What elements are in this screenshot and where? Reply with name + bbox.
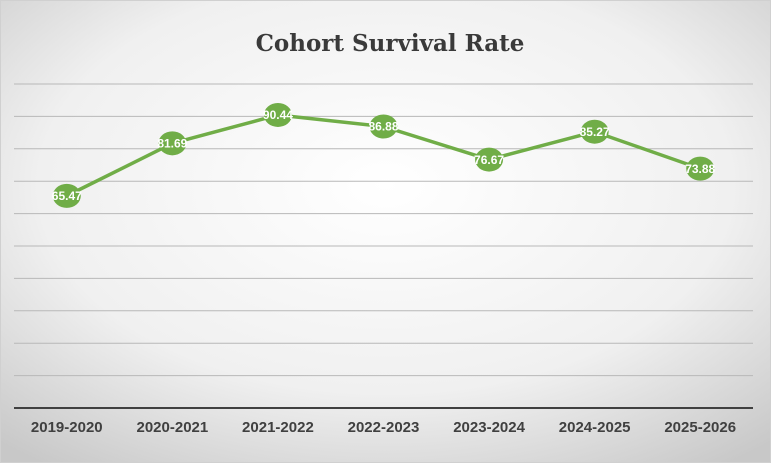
x-tick-label: 2022-2023 — [348, 419, 420, 436]
data-label: 90.44 — [263, 108, 293, 122]
marker — [158, 131, 187, 156]
marker — [686, 156, 715, 181]
x-tick-label: 2024-2025 — [559, 419, 631, 436]
data-label: 86.88 — [368, 120, 398, 134]
x-tick-label: 2020-2021 — [136, 419, 208, 436]
marker — [580, 119, 609, 144]
chart-title: Cohort Survival Rate — [256, 30, 525, 57]
marker — [52, 183, 81, 208]
marker — [475, 147, 504, 172]
marker — [263, 102, 292, 127]
x-tick-label: 2023-2024 — [453, 419, 525, 436]
data-label: 76.67 — [474, 153, 504, 167]
x-tick-label: 2019-2020 — [31, 419, 103, 436]
data-label: 65.47 — [52, 189, 82, 203]
data-label: 81.69 — [157, 136, 187, 150]
marker — [369, 114, 398, 139]
data-label: 73.88 — [685, 162, 715, 176]
data-label: 85.27 — [580, 125, 610, 139]
x-tick-label: 2025-2026 — [664, 419, 736, 436]
x-tick-label: 2021-2022 — [242, 419, 314, 436]
